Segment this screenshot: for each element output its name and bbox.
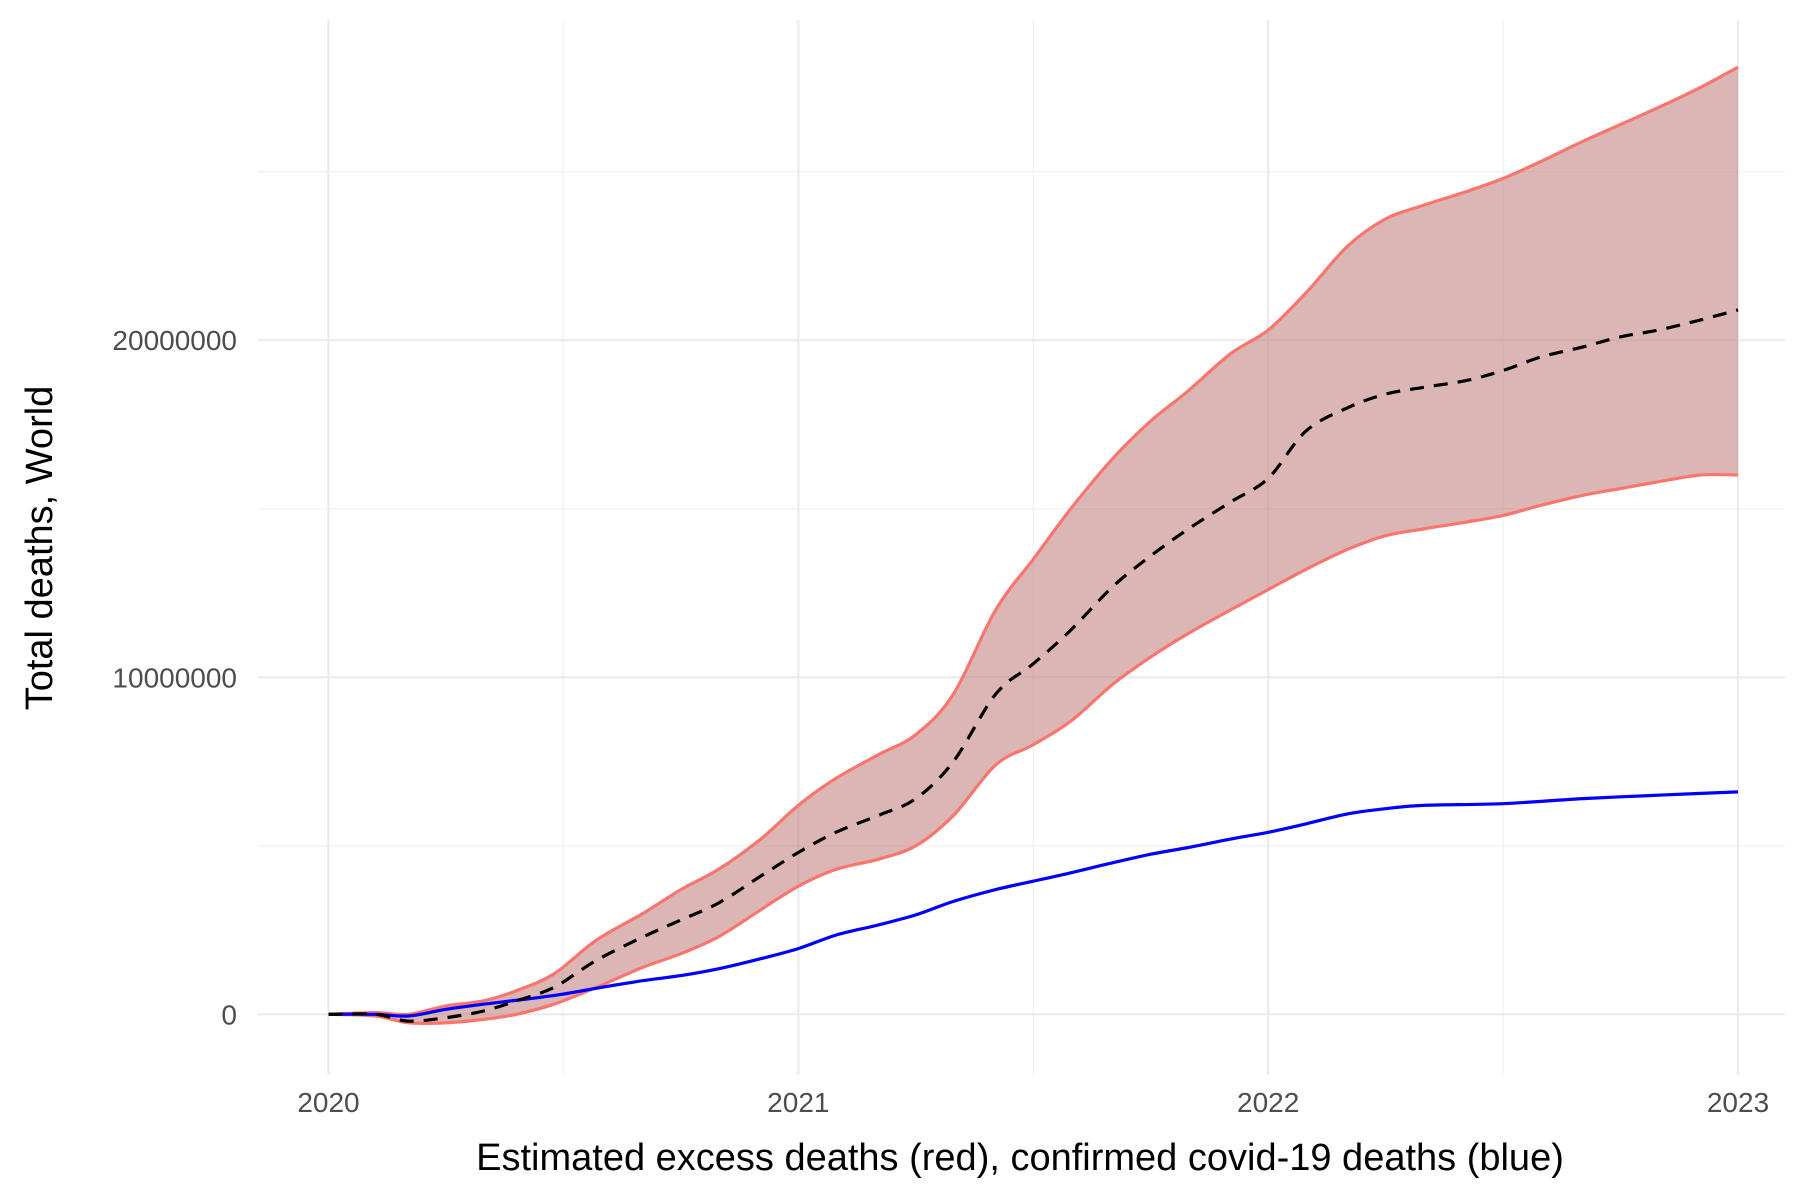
x-tick-label: 2020 bbox=[297, 1087, 359, 1118]
y-axis-title: Total deaths, World bbox=[19, 386, 61, 711]
x-axis: 2020 2021 2022 2023 bbox=[297, 1087, 1769, 1118]
excess-central-line bbox=[328, 308, 1739, 1023]
y-tick-label: 20000000 bbox=[112, 325, 237, 356]
excess-upper-line bbox=[328, 65, 1739, 1017]
confirmed-deaths-line bbox=[328, 790, 1739, 1018]
y-tick-label: 0 bbox=[221, 999, 237, 1030]
excess-lower-line bbox=[328, 472, 1739, 1026]
x-tick-label: 2021 bbox=[767, 1087, 829, 1118]
plot-area bbox=[328, 65, 1739, 1026]
excess-deaths-band bbox=[328, 67, 1738, 1024]
y-tick-label: 10000000 bbox=[112, 662, 237, 693]
x-tick-label: 2023 bbox=[1707, 1087, 1769, 1118]
x-tick-label: 2022 bbox=[1237, 1087, 1299, 1118]
x-axis-title: Estimated excess deaths (red), confirmed… bbox=[476, 1137, 1564, 1179]
y-axis: 0 10000000 20000000 bbox=[112, 325, 237, 1030]
